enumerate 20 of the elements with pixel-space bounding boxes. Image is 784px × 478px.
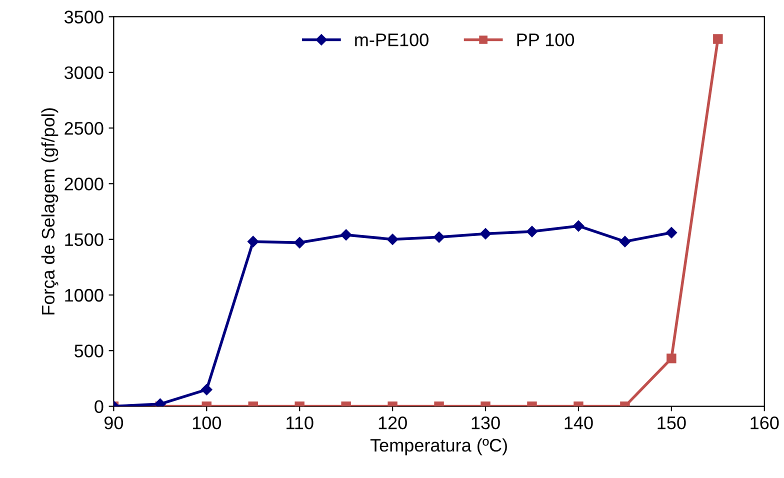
- y-tick-label: 3500: [64, 10, 104, 24]
- legend-label: m-PE100: [355, 33, 428, 46]
- y-tick-label: 2500: [64, 122, 104, 135]
- x-tick-label: 130: [472, 416, 500, 430]
- x-tick-label: 140: [564, 416, 593, 430]
- x-tick-label: 160: [750, 416, 779, 430]
- x-tick-label: 110: [286, 416, 314, 430]
- y-tick-label: 1500: [65, 233, 104, 246]
- x-tick-label: 120: [378, 416, 407, 430]
- y-tick-label: 1000: [65, 288, 104, 302]
- x-axis-title: Temperatura (ºC): [370, 438, 507, 456]
- y-tick-label: 0: [94, 400, 104, 414]
- y-tick-label: 3000: [64, 66, 104, 80]
- y-tick-label: 2000: [64, 178, 104, 190]
- legend-label: PP 100: [517, 33, 574, 46]
- y-tick-label: 500: [74, 344, 104, 358]
- y-axis-title: Força de Selagem (gf/pol): [41, 108, 58, 314]
- x-tick-label: 90: [104, 416, 124, 430]
- x-tick-label: 100: [192, 416, 221, 430]
- x-tick-label: 150: [658, 416, 686, 430]
